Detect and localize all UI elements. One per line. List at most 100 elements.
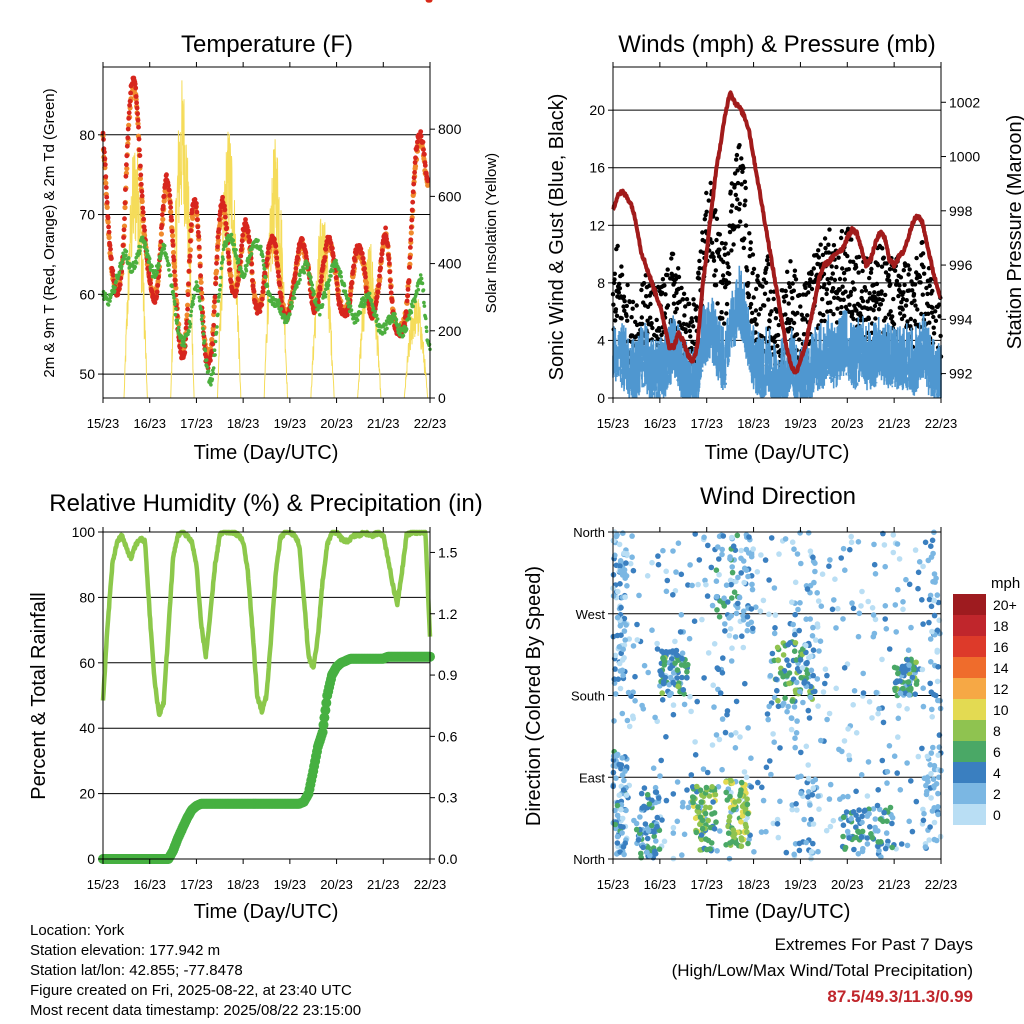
direction-point [719,716,726,722]
direction-point [651,829,657,835]
direction-point [713,732,720,738]
direction-point [904,706,910,712]
direction-point [690,794,697,801]
direction-point [675,540,682,546]
gust-point [933,309,938,314]
gust-point [682,313,687,318]
colorbar-swatch [953,741,986,762]
temp-2m-point [193,204,199,210]
direction-point [809,792,816,798]
dewpoint-point [147,256,152,261]
temp-2m-point [277,282,282,288]
direction-point [618,632,624,638]
direction-point [818,603,825,609]
direction-point [619,710,626,717]
dewpoint-point [206,369,211,373]
temp-2m-point [127,98,133,104]
direction-point [619,815,626,822]
direction-point [615,588,621,595]
dewpoint-point [298,277,302,282]
direction-point [833,625,839,631]
direction-point [679,655,685,662]
gust-point [648,315,653,320]
dewpoint-point [157,263,161,268]
temp-9m-point [168,209,174,215]
direction-point [906,692,912,698]
direction-point [644,849,650,856]
humidity-x-tick-label: 22/23 [414,877,447,892]
dewpoint-point [358,310,363,315]
temp-9m-point [106,234,112,241]
direction-point [716,556,722,562]
direction-point [711,704,717,710]
gust-point [758,306,763,312]
gust-point [826,281,832,286]
wind-x-label: Time (Day/UTC) [705,442,850,464]
direction-point [798,773,804,780]
pressure-y2-tick-label: 1000 [949,149,980,165]
dewpoint-point [209,383,213,387]
gust-point [679,285,684,291]
temp-2m-point [238,247,244,253]
direction-point [803,743,810,750]
direction-point [714,848,720,854]
direction-point [634,621,640,628]
dewpoint-point [318,312,322,317]
direction-point [895,670,901,677]
temp-2m-point [344,312,350,318]
gust-point [896,293,901,299]
direction-point [926,837,932,843]
gust-point [730,203,735,208]
gust-point [617,281,622,287]
temp-2m-point [275,263,281,268]
direction-point [632,698,638,704]
humidity-x-label: Time (Day/UTC) [194,901,339,923]
temperature-y-tick-label: 80 [79,127,95,143]
temp-2m-point [125,126,131,132]
direction-point [633,820,640,827]
direction-point [912,547,919,553]
direction-point [875,787,881,793]
direction-point [931,783,937,789]
temp-2m-point [386,256,392,262]
direction-point [766,703,772,710]
gust-point [830,286,836,291]
direction-point [935,752,941,758]
direction-point [621,851,627,858]
direction-point [687,693,693,700]
temp-2m-point [330,245,335,251]
direction-point [771,585,778,591]
dewpoint-point [211,366,216,370]
direction-point [714,665,721,671]
direction-point [639,702,645,709]
direction-point [730,827,737,833]
gust-point [797,337,802,342]
temp-2m-point [348,284,354,290]
gust-point [746,281,751,286]
direction-point [850,702,856,708]
direction-point [664,577,671,584]
direction-point [742,680,748,687]
solar-y2-tick-label: 600 [438,188,462,204]
direction-point [803,660,810,667]
temp-2m-point [140,209,146,215]
direction-point [827,557,833,563]
temp-2m-point [136,124,141,130]
gust-point [762,303,767,308]
temp-2m-point [316,291,322,297]
temp-2m-point [196,234,202,239]
direction-point [623,622,629,628]
direction-point [929,537,936,544]
direction-point [619,830,625,836]
temp-2m-point [216,227,222,233]
direction-point [681,701,688,708]
direction-point [719,766,725,773]
direction-point [873,689,880,696]
direction-point [920,703,927,710]
temp-2m-point [169,228,175,234]
gust-point [634,303,639,308]
gust-point [612,271,617,276]
gust-point [721,259,726,265]
dewpoint-point [420,281,425,286]
temp-2m-point [195,217,200,223]
